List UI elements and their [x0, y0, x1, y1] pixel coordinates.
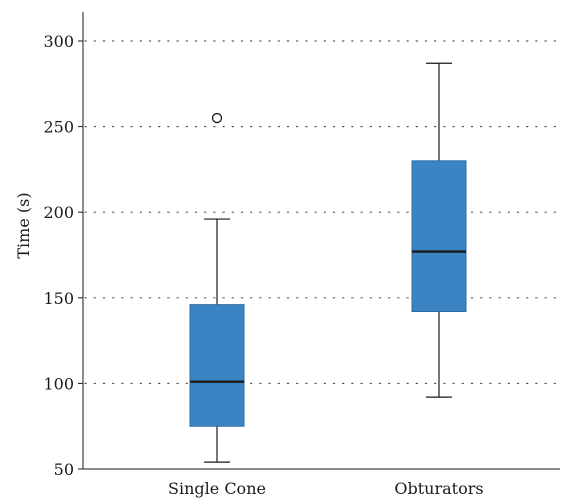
x-tick-labels: Single Cone Obturators: [168, 479, 484, 498]
axis-layer: [82, 12, 560, 470]
y-tick-labels: 50 100 150 200 250 300: [43, 32, 83, 479]
box-group-single-cone: [189, 112, 245, 463]
outlier-point-0: [211, 112, 223, 124]
boxes-layer: [189, 62, 467, 463]
box-group-obturators: [411, 62, 467, 398]
grid-layer: [84, 40, 561, 384]
y-tick-label-50: 50: [54, 460, 74, 479]
x-tick-label-obturators: Obturators: [394, 479, 483, 498]
y-tick-label-250: 250: [43, 118, 74, 137]
iqr-box: [189, 304, 245, 427]
y-tick-label-200: 200: [43, 203, 74, 222]
y-tick-label-300: 300: [43, 32, 74, 51]
y-tick-label-150: 150: [43, 289, 74, 308]
iqr-box: [411, 160, 467, 312]
y-tick-label-100: 100: [43, 374, 74, 393]
x-tick-label-single-cone: Single Cone: [168, 479, 266, 498]
y-axis-title: Time (s): [14, 192, 33, 258]
